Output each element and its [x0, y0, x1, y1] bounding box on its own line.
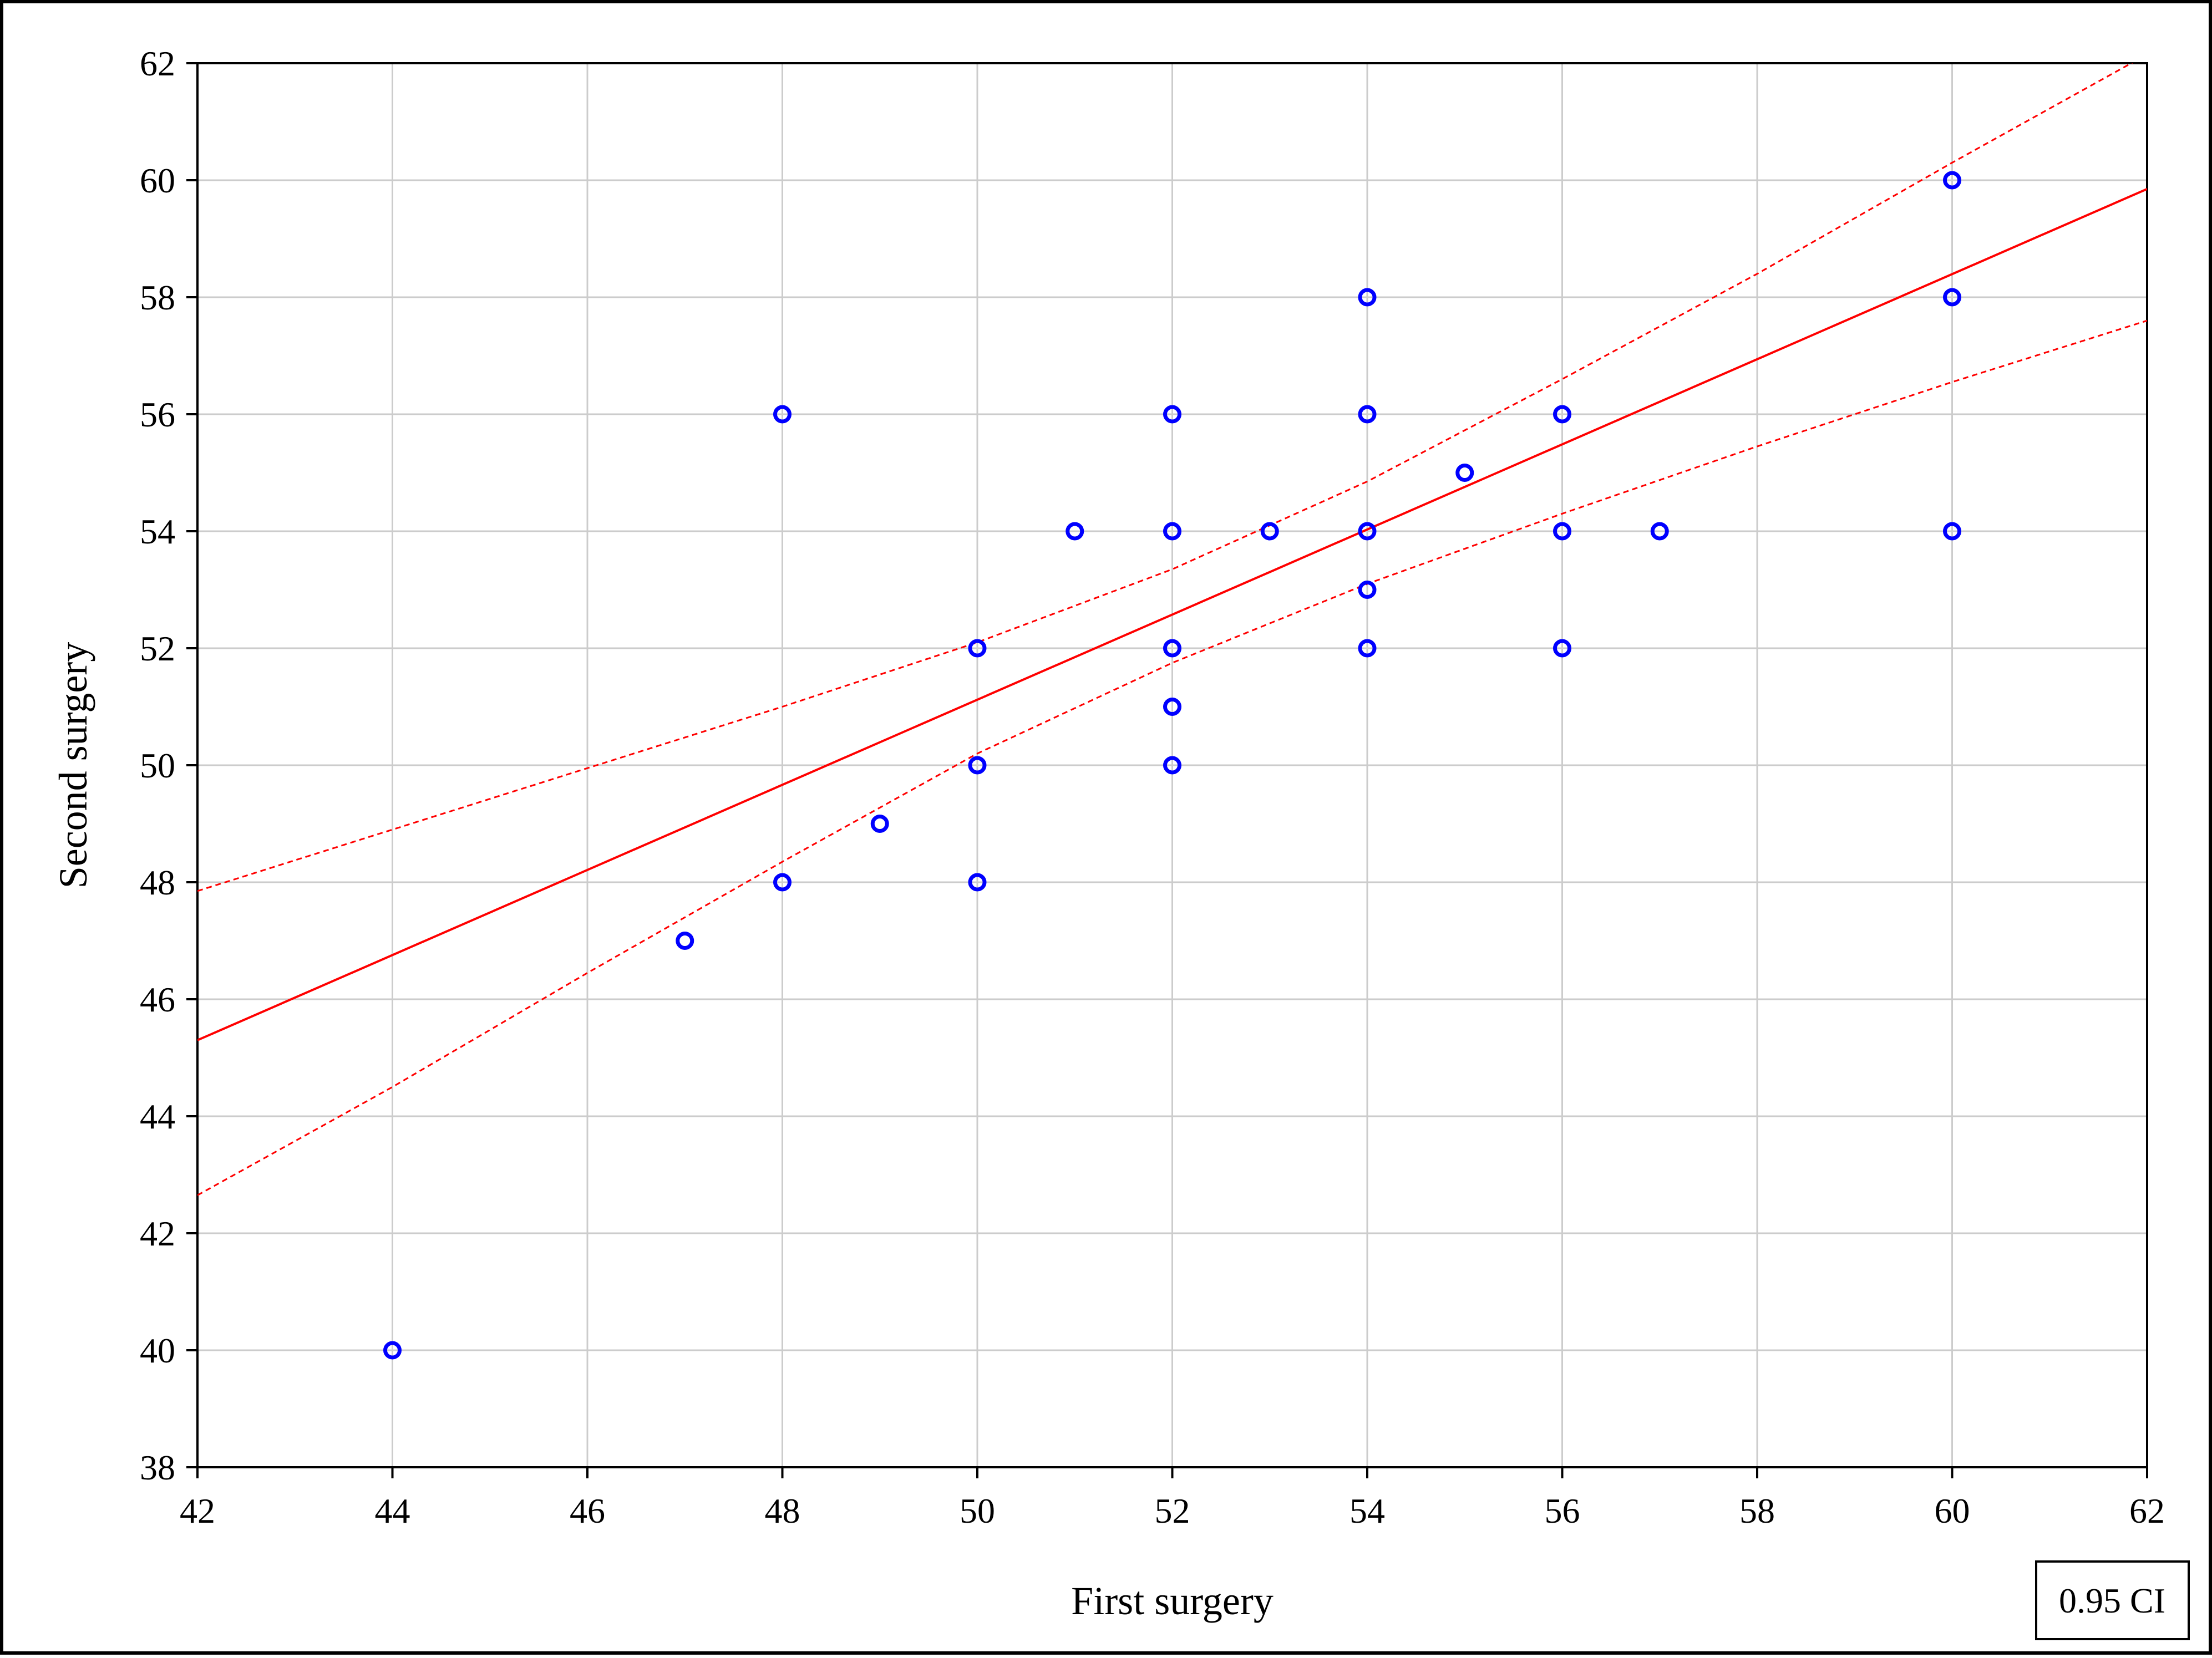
- data-point: [1943, 288, 1961, 307]
- data-point: [1358, 405, 1377, 424]
- y-tick-label: 38: [140, 1448, 175, 1487]
- data-point: [1943, 171, 1961, 190]
- data-point: [773, 873, 792, 892]
- data-point: [1553, 639, 1571, 658]
- data-point: [1260, 522, 1279, 541]
- x-tick-label: 56: [1545, 1491, 1580, 1530]
- data-point: [1553, 522, 1571, 541]
- data-points: [383, 171, 1961, 1360]
- regression-line: [197, 187, 2147, 1041]
- x-tick-label: 60: [1935, 1491, 1970, 1530]
- data-point: [968, 873, 987, 892]
- data-point: [1066, 522, 1084, 541]
- y-tick-label: 42: [140, 1214, 175, 1253]
- data-point: [676, 932, 694, 950]
- y-tick-label: 52: [140, 629, 175, 668]
- x-tick-label: 52: [1155, 1491, 1190, 1530]
- data-point: [1163, 756, 1181, 775]
- data-point: [1358, 522, 1377, 541]
- x-tick-label: 46: [570, 1491, 605, 1530]
- y-tick-label: 56: [140, 395, 175, 434]
- x-axis-title: First surgery: [1071, 1579, 1274, 1623]
- y-tick-label: 60: [140, 161, 175, 200]
- data-point: [1943, 522, 1961, 541]
- regression-lines: [197, 63, 2147, 1196]
- ci-legend-border: [2035, 1560, 2190, 1640]
- x-tick-label: 44: [375, 1491, 410, 1530]
- data-point: [1358, 288, 1377, 307]
- data-point: [1358, 639, 1377, 658]
- ci-legend-box: 0.95 CI: [2035, 1560, 2190, 1640]
- x-tick-label: 42: [180, 1491, 215, 1530]
- scatter-chart: 42 44 46 48 50 52 54 56 58 60 62 38 40 42 44 46 48 50 52 54…: [51, 44, 2190, 1640]
- data-point: [968, 639, 987, 658]
- y-tick-label: 46: [140, 980, 175, 1019]
- y-tick-label: 44: [140, 1097, 175, 1136]
- ci-lower-line: [197, 319, 2147, 1196]
- data-point: [1163, 698, 1181, 716]
- y-tick-label: 48: [140, 863, 175, 902]
- data-point: [1650, 522, 1669, 541]
- data-point: [870, 815, 889, 833]
- data-point: [383, 1341, 402, 1360]
- y-tick-label: 62: [140, 44, 175, 83]
- x-tick-label: 62: [2129, 1491, 2165, 1530]
- data-point: [1163, 639, 1181, 658]
- data-point: [1455, 464, 1474, 482]
- data-point: [1358, 581, 1377, 599]
- y-tick-label: 58: [140, 278, 175, 317]
- x-tick-label: 54: [1349, 1491, 1385, 1530]
- axis-ticks: 42 44 46 48 50 52 54 56 58 60 62 38 40 42 44 46 48 50 52 54…: [140, 44, 2165, 1530]
- data-point: [1163, 522, 1181, 541]
- ci-legend-label: 0.95 CI: [2059, 1581, 2165, 1620]
- data-point: [773, 405, 792, 424]
- x-tick-label: 48: [765, 1491, 800, 1530]
- y-axis-title: Second surgery: [51, 642, 95, 889]
- data-point: [1553, 405, 1571, 424]
- grid-lines: [196, 62, 2148, 1468]
- x-tick-label: 50: [960, 1491, 995, 1530]
- ci-upper-line: [197, 63, 2133, 892]
- data-point: [1163, 405, 1181, 424]
- data-point: [968, 756, 987, 775]
- y-tick-label: 50: [140, 746, 175, 785]
- y-tick-label: 54: [140, 512, 175, 551]
- y-tick-label: 40: [140, 1331, 175, 1370]
- x-tick-label: 58: [1739, 1491, 1775, 1530]
